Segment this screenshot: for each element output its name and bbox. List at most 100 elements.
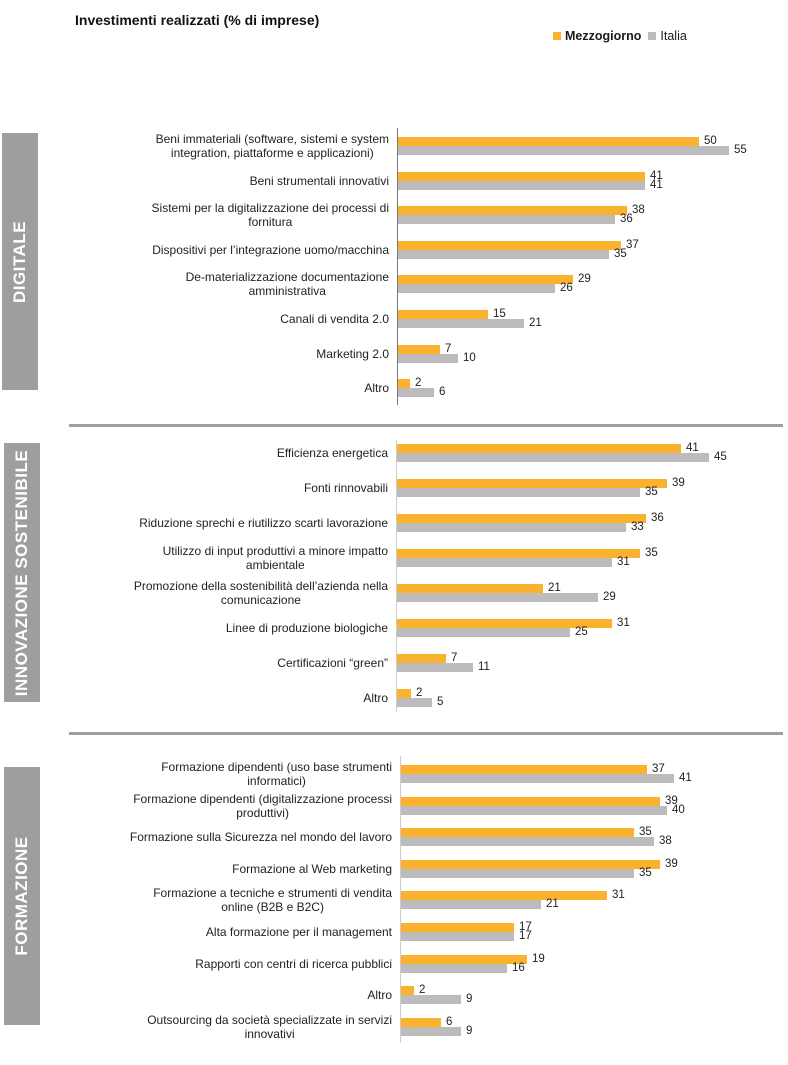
category-label-line: Altro xyxy=(367,988,392,1002)
category-label-line: Beni strumentali innovativi xyxy=(249,174,389,188)
category-label: Fonti rinnovabili xyxy=(304,481,388,495)
category-label: Formazione al Web marketing xyxy=(232,862,392,876)
bar-mezzogiorno xyxy=(398,345,440,354)
data-label-mezzogiorno: 37 xyxy=(652,763,665,775)
bar-mezzogiorno xyxy=(398,206,627,215)
bar-mezzogiorno xyxy=(397,619,612,628)
data-label-italia: 36 xyxy=(620,213,633,225)
category-label-line: Formazione sulla Sicurezza nel mondo del… xyxy=(129,830,392,844)
bar-mezzogiorno xyxy=(397,549,640,558)
bar-mezzogiorno xyxy=(401,891,607,900)
bar-italia xyxy=(398,146,729,155)
section-label-text: INNOVAZIONE SOSTENIBILE xyxy=(12,449,31,696)
category-label: Linee di produzione biologiche xyxy=(226,621,388,635)
category-label: Certificazioni “green” xyxy=(277,656,388,670)
category-label-line: Linee di produzione biologiche xyxy=(225,621,388,635)
data-label-italia: 25 xyxy=(575,626,588,638)
category-axis xyxy=(397,128,398,405)
category-label-line: amministrativa xyxy=(248,284,326,298)
bar-italia xyxy=(401,869,634,878)
category-label: Formazione dipendenti (digitalizzazione … xyxy=(133,792,392,820)
category-label-line: Fonti rinnovabili xyxy=(303,481,388,495)
data-label-italia: 21 xyxy=(546,898,559,910)
bar-italia xyxy=(397,628,570,637)
category-label-line: produttivi) xyxy=(236,806,289,820)
bar-mezzogiorno xyxy=(401,765,647,774)
data-label-italia: 40 xyxy=(672,804,685,816)
bar-mezzogiorno xyxy=(398,275,573,284)
data-label-italia: 35 xyxy=(639,867,652,879)
data-label-mezzogiorno: 29 xyxy=(578,273,591,285)
bar-italia xyxy=(401,995,461,1004)
category-label: Beni immateriali (software, sistemi e sy… xyxy=(156,132,389,160)
bar-mezzogiorno xyxy=(401,828,634,837)
data-label-mezzogiorno: 7 xyxy=(451,652,458,664)
category-label: Altro xyxy=(363,691,388,705)
category-label: Rapporti con centri di ricerca pubblici xyxy=(195,957,392,971)
category-label: Formazione dipendenti (uso base strument… xyxy=(161,760,392,788)
data-label-italia: 5 xyxy=(437,696,444,708)
legend-label-mezzogiorno: Mezzogiorno xyxy=(565,29,642,43)
bar-italia xyxy=(398,250,609,259)
bar-mezzogiorno xyxy=(401,923,514,932)
data-label-mezzogiorno: 41 xyxy=(686,442,699,454)
data-label-italia: 41 xyxy=(650,179,663,191)
bar-mezzogiorno xyxy=(397,689,411,698)
data-label-italia: 16 xyxy=(512,962,525,974)
category-label-line: Beni immateriali (software, sistemi e sy… xyxy=(155,132,389,146)
data-label-mezzogiorno: 15 xyxy=(493,308,506,320)
category-label-line: Sistemi per la digitalizzazione dei proc… xyxy=(151,201,389,215)
data-label-mezzogiorno: 21 xyxy=(548,582,561,594)
bar-mezzogiorno xyxy=(397,444,681,453)
data-label-mezzogiorno: 39 xyxy=(665,795,678,807)
bar-italia xyxy=(401,774,674,783)
category-label: Altro xyxy=(364,381,389,395)
category-label: Promozione della sostenibilità dell’azie… xyxy=(134,579,388,607)
data-label-italia: 31 xyxy=(617,556,630,568)
category-label-line: Formazione al Web marketing xyxy=(232,862,392,876)
data-label-mezzogiorno: 7 xyxy=(445,343,452,355)
data-label-mezzogiorno: 6 xyxy=(446,1016,453,1028)
bar-mezzogiorno xyxy=(401,955,527,964)
data-label-italia: 45 xyxy=(714,451,727,463)
legend: Mezzogiorno Italia xyxy=(553,29,694,43)
bar-italia xyxy=(398,388,434,397)
legend-swatch-italia xyxy=(648,32,657,40)
data-label-mezzogiorno: 41 xyxy=(650,170,663,182)
data-label-italia: 26 xyxy=(560,282,573,294)
category-label-line: Utilizzo di input produttivi a minore im… xyxy=(162,544,388,558)
data-label-mezzogiorno: 37 xyxy=(626,239,639,251)
bar-italia xyxy=(398,181,645,190)
data-label-mezzogiorno: 2 xyxy=(419,984,426,996)
data-label-mezzogiorno: 31 xyxy=(612,889,625,901)
data-label-mezzogiorno: 36 xyxy=(651,512,664,524)
section-label-innovazione-sostenibile: INNOVAZIONE SOSTENIBILE xyxy=(4,443,40,702)
category-label-line: Dispositivi per l’integrazione uomo/macc… xyxy=(152,243,389,257)
bar-italia xyxy=(397,558,612,567)
bar-italia xyxy=(397,698,432,707)
category-label-line: Canali di vendita 2.0 xyxy=(280,312,389,326)
data-label-italia: 38 xyxy=(659,835,672,847)
category-label-line: innovativi xyxy=(244,1027,295,1041)
bar-italia xyxy=(397,663,473,672)
data-label-italia: 41 xyxy=(679,772,692,784)
category-label-line: informatici) xyxy=(247,774,306,788)
category-label-line: ambientale xyxy=(245,558,305,572)
category-label-line: Efficienza energetica xyxy=(276,446,388,460)
bar-mezzogiorno xyxy=(398,379,410,388)
category-label-line: Formazione a tecniche e strumenti di ven… xyxy=(153,886,392,900)
data-label-mezzogiorno: 35 xyxy=(645,547,658,559)
bar-italia xyxy=(398,215,615,224)
bar-italia xyxy=(397,453,709,462)
category-label-line: online (B2B e B2C) xyxy=(221,900,324,914)
bar-italia xyxy=(397,593,598,602)
category-label-line: Outsourcing da società specializzate in … xyxy=(147,1013,392,1027)
bar-italia xyxy=(401,932,514,941)
bar-italia xyxy=(401,837,654,846)
category-label-line: De-materializzazione documentazione xyxy=(185,270,389,284)
category-label-line: Formazione dipendenti (uso base strument… xyxy=(161,760,392,774)
data-label-italia: 9 xyxy=(466,993,473,1005)
category-label-line: Formazione dipendenti (digitalizzazione … xyxy=(133,792,392,806)
category-label: De-materializzazione documentazione ammin… xyxy=(186,270,389,298)
data-label-italia: 29 xyxy=(603,591,616,603)
